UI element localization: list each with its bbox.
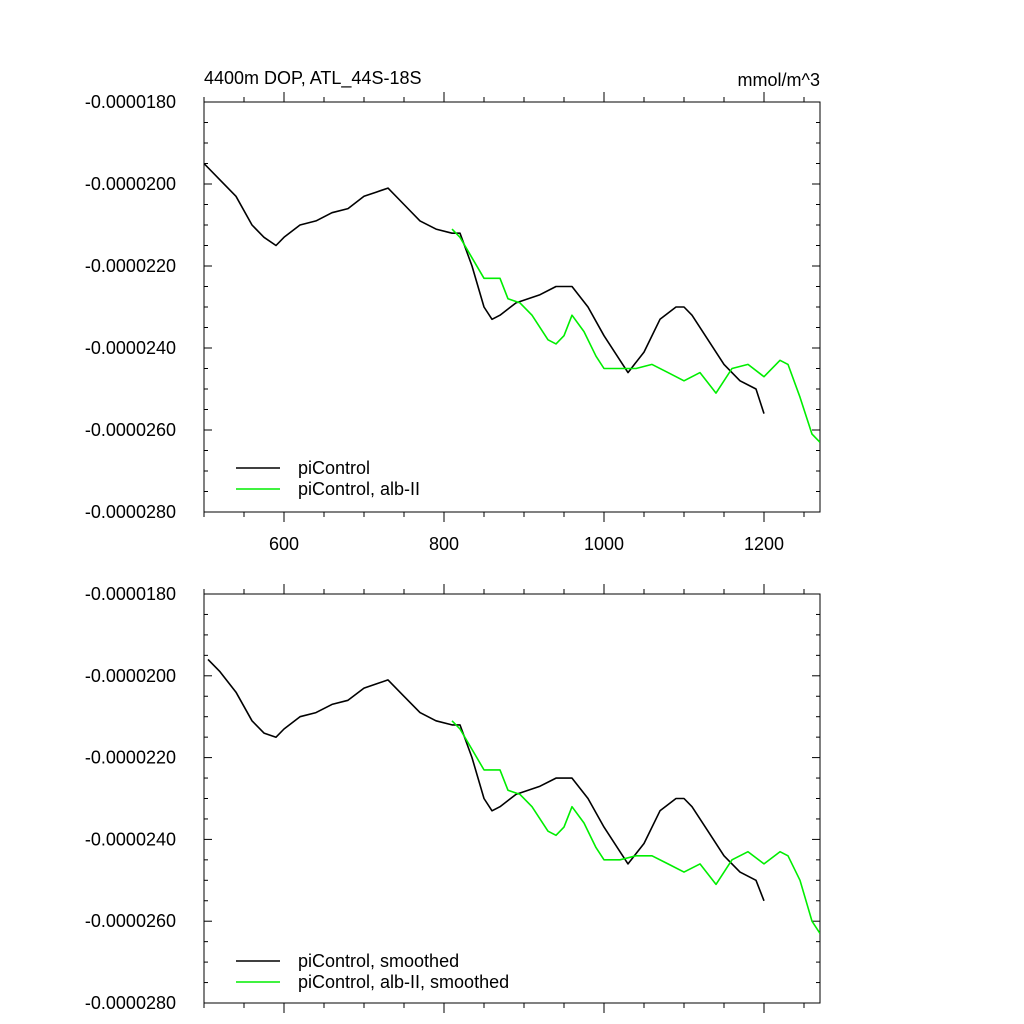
series-line-alb-ii [451,228,820,443]
series-line-picontrol [207,658,765,902]
y-tick-label: -0.0000260 [85,911,176,931]
y-tick-label: -0.0000240 [85,338,176,358]
y-tick-label: -0.0000280 [85,993,176,1013]
x-tick-label: 600 [269,534,299,554]
y-tick-label: -0.0000200 [85,174,176,194]
series-line-picontrol [204,162,765,414]
legend-label: piControl, alb-II [298,479,420,499]
top-panel-title: 4400m DOP, ATL_44S-18S [204,68,421,89]
x-tick-label: 1000 [584,534,624,554]
top-panel-units: mmol/m^3 [738,70,820,90]
y-tick-label: -0.0000200 [85,666,176,686]
bottom-panel: -0.0000180 -0.0000200 -0.0000220 -0.0000240… [85,584,821,1013]
y-tick-label: -0.0000240 [85,829,176,849]
y-tick-label: -0.0000260 [85,420,176,440]
y-tick-label: -0.0000220 [85,256,176,276]
plot-frame [203,593,821,1004]
legend-label: piControl, smoothed [298,951,459,971]
series-line-alb-ii [451,720,820,934]
y-tick-label: -0.0000180 [85,92,176,112]
legend-label: piControl [298,458,370,478]
top-panel: 4400m DOP, ATL_44S-18S mmol/m^3 -0.00001… [85,68,821,554]
y-tick-label: -0.0000180 [85,584,176,604]
x-tick-label: 800 [429,534,459,554]
plot-frame [203,101,821,513]
y-tick-label: -0.0000280 [85,502,176,522]
x-tick-label: 1200 [744,534,784,554]
legend-label: piControl, alb-II, smoothed [298,972,509,992]
y-tick-label: -0.0000220 [85,748,176,768]
